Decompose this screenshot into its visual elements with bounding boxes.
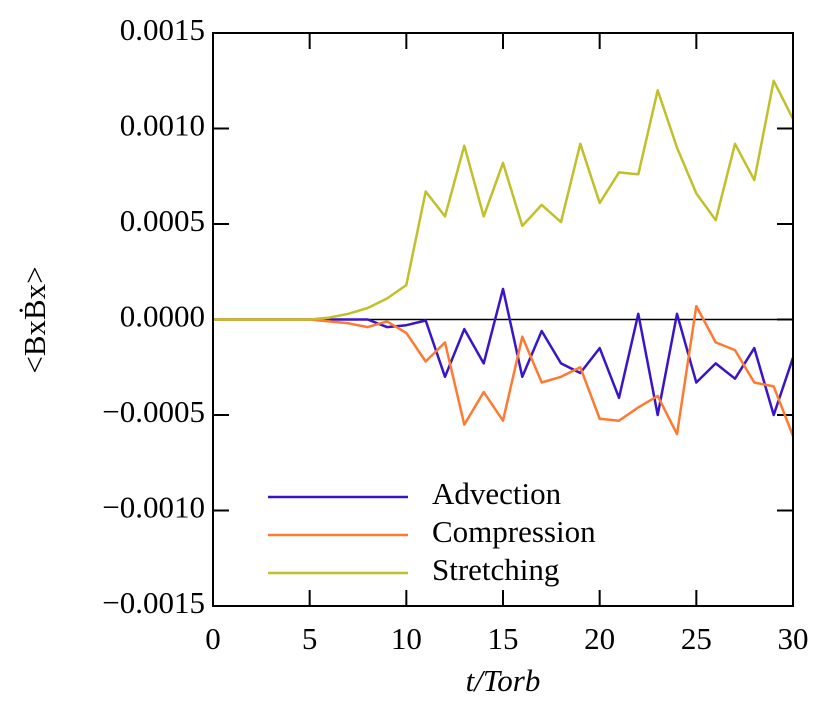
x-tick-label: 10 (391, 621, 422, 656)
y-tick-label: −0.0015 (102, 585, 205, 620)
y-axis-label: <BxḂx> (17, 266, 52, 373)
data-line (213, 79, 795, 321)
y-tick-label: 0.0015 (120, 12, 205, 47)
legend-label: Advection (432, 476, 562, 511)
x-tick-label: 15 (488, 621, 519, 656)
y-tick-label: 0.0005 (120, 203, 205, 238)
x-tick-label: 5 (302, 621, 318, 656)
legend-label: Stretching (432, 552, 559, 587)
x-tick-label: 30 (778, 621, 809, 656)
plot-frame (212, 32, 794, 607)
y-tick-label: −0.0005 (102, 394, 205, 429)
y-tick-label: −0.0010 (102, 490, 205, 525)
x-tick-label: 25 (681, 621, 712, 656)
data-line (213, 287, 795, 417)
x-axis-label: t/Torb (466, 663, 541, 698)
data-line (213, 304, 795, 437)
legend-label: Compression (432, 514, 596, 549)
x-tick-label: 0 (205, 621, 221, 656)
x-tick-label: 20 (584, 621, 615, 656)
y-tick-label: 0.0000 (120, 299, 205, 334)
y-tick-label: 0.0010 (120, 108, 205, 143)
